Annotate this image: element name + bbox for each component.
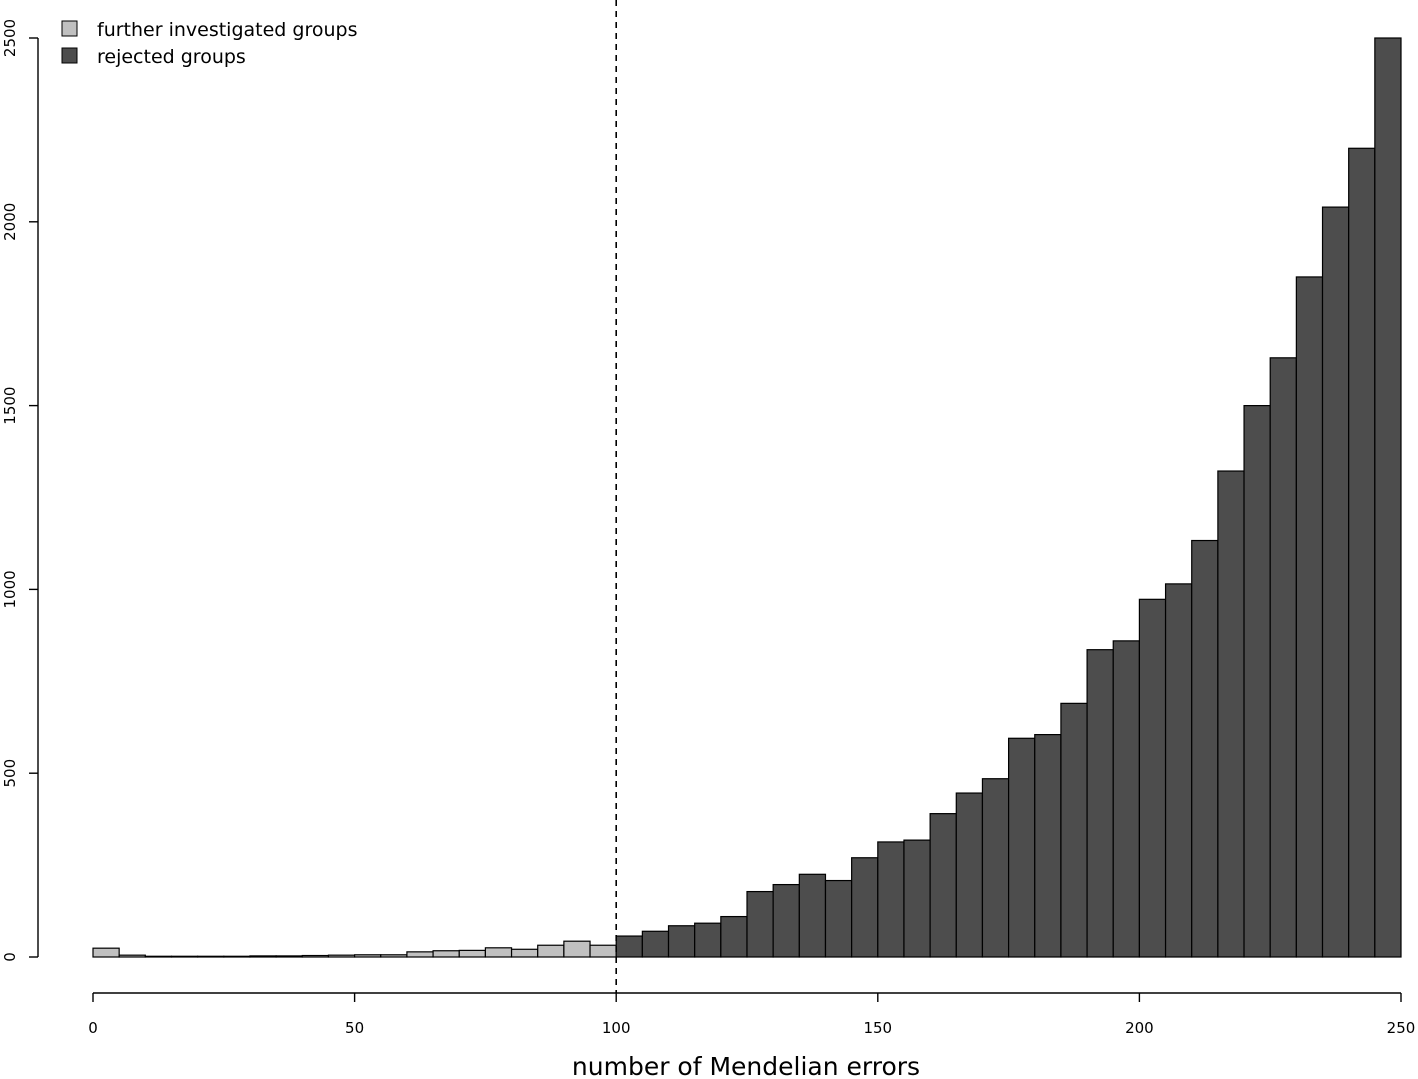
rejected-bar xyxy=(1060,702,1088,958)
rejected-bar xyxy=(877,841,905,958)
investigated-bar xyxy=(197,955,225,958)
rejected-bar xyxy=(1269,357,1297,958)
investigated-bar xyxy=(510,948,539,958)
x-tick-label: 150 xyxy=(863,1019,892,1037)
rejected-bar xyxy=(641,930,670,958)
rejected-bar xyxy=(615,935,643,958)
x-tick-label: 50 xyxy=(345,1019,364,1037)
rejected-bar xyxy=(981,778,1010,958)
rejected-bar xyxy=(929,813,957,958)
y-tick-label: 2500 xyxy=(1,19,19,57)
investigated-bar xyxy=(249,955,277,958)
rejected-bar xyxy=(851,857,879,958)
investigated-bar xyxy=(589,944,617,958)
bars-layer xyxy=(92,37,1402,958)
legend-label-rejected: rejected groups xyxy=(97,46,246,68)
y-tick-label: 2000 xyxy=(1,203,19,241)
x-axis-title: number of Mendelian errors xyxy=(572,1052,920,1079)
investigated-bar xyxy=(458,949,486,958)
rejected-bar xyxy=(1217,470,1245,958)
y-axis: 0 500 1000 1500 2000 2500 xyxy=(1,19,39,962)
rejected-bar xyxy=(1138,598,1167,958)
rejected-bar xyxy=(1243,405,1271,958)
rejected-bar xyxy=(1321,206,1350,958)
y-tick-label: 1000 xyxy=(1,570,19,608)
legend-swatch-rejected xyxy=(61,47,78,64)
rejected-bar xyxy=(798,873,827,958)
investigated-bar xyxy=(354,954,382,958)
x-tick-label: 250 xyxy=(1387,1019,1416,1037)
investigated-bar xyxy=(118,954,146,958)
x-tick-label: 100 xyxy=(602,1019,631,1037)
rejected-bar xyxy=(903,839,931,958)
rejected-bar xyxy=(1086,649,1114,958)
x-tick-label: 200 xyxy=(1125,1019,1154,1037)
x-ticks: 0 50 100 150 200 250 xyxy=(88,993,1415,1037)
rejected-bar xyxy=(1164,583,1193,958)
rejected-bar xyxy=(1348,147,1376,958)
investigated-bar xyxy=(144,955,173,958)
x-tick-label: 0 xyxy=(88,1019,98,1037)
investigated-bar xyxy=(406,951,434,958)
investigated-bar xyxy=(563,940,591,958)
y-ticks: 0 500 1000 1500 2000 2500 xyxy=(1,19,38,962)
rejected-bar xyxy=(667,925,696,958)
y-tick-label: 0 xyxy=(1,952,19,962)
investigated-bar xyxy=(170,955,199,958)
rejected-bar xyxy=(1374,37,1402,958)
legend: further investigated groups rejected gro… xyxy=(61,19,357,68)
investigated-bar xyxy=(275,955,303,958)
investigated-bar xyxy=(537,944,565,958)
investigated-bar xyxy=(327,954,356,958)
rejected-bar xyxy=(746,890,774,958)
y-tick-label: 500 xyxy=(1,759,19,788)
rejected-bar xyxy=(1034,734,1062,958)
investigated-bar xyxy=(380,954,408,958)
investigated-bar xyxy=(92,947,120,958)
rejected-bar xyxy=(772,883,800,958)
rejected-bar xyxy=(1295,276,1324,958)
investigated-bar xyxy=(223,955,251,958)
legend-swatch-investigated xyxy=(61,20,78,37)
rejected-bar xyxy=(1191,539,1219,958)
rejected-bar xyxy=(824,879,853,958)
rejected-bar xyxy=(720,915,748,958)
rejected-bar xyxy=(1112,640,1140,958)
rejected-bar xyxy=(1007,737,1036,958)
rejected-bar xyxy=(955,792,984,958)
investigated-bar xyxy=(301,954,330,958)
investigated-bar xyxy=(484,947,513,958)
legend-label-investigated: further investigated groups xyxy=(97,19,357,41)
y-tick-label: 1500 xyxy=(1,387,19,425)
investigated-bar xyxy=(432,950,460,958)
x-axis: 0 50 100 150 200 250 number of Mendelian erro… xyxy=(88,992,1415,1079)
rejected-bar xyxy=(694,922,722,958)
